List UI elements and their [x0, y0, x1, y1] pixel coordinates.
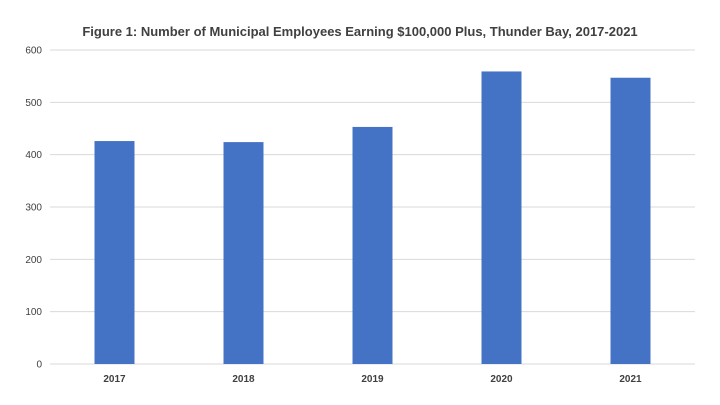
chart-title: Figure 1: Number of Municipal Employees …: [82, 24, 637, 39]
x-tick-label: 2017: [103, 374, 126, 385]
x-tick-label: 2020: [490, 374, 513, 385]
bar-2018: [223, 142, 264, 364]
y-tick-label: 600: [25, 46, 42, 57]
y-tick-label: 100: [25, 307, 42, 318]
bar-2021: [610, 77, 651, 364]
y-tick-label: 500: [25, 98, 42, 109]
bar-2017: [94, 141, 135, 364]
bars: [94, 71, 651, 365]
x-axis-ticks: 2017 2018 2019 2020 2021: [103, 374, 642, 385]
y-axis-ticks: 0 100 200 300 400 500 600: [25, 46, 42, 371]
bar-2019: [352, 126, 393, 365]
y-tick-label: 200: [25, 255, 42, 266]
y-tick-label: 0: [36, 360, 42, 371]
y-tick-label: 300: [25, 203, 42, 214]
bar-2020: [481, 71, 522, 364]
x-tick-label: 2018: [232, 374, 255, 385]
x-tick-label: 2019: [361, 374, 384, 385]
x-tick-label: 2021: [619, 374, 642, 385]
y-tick-label: 400: [25, 150, 42, 161]
